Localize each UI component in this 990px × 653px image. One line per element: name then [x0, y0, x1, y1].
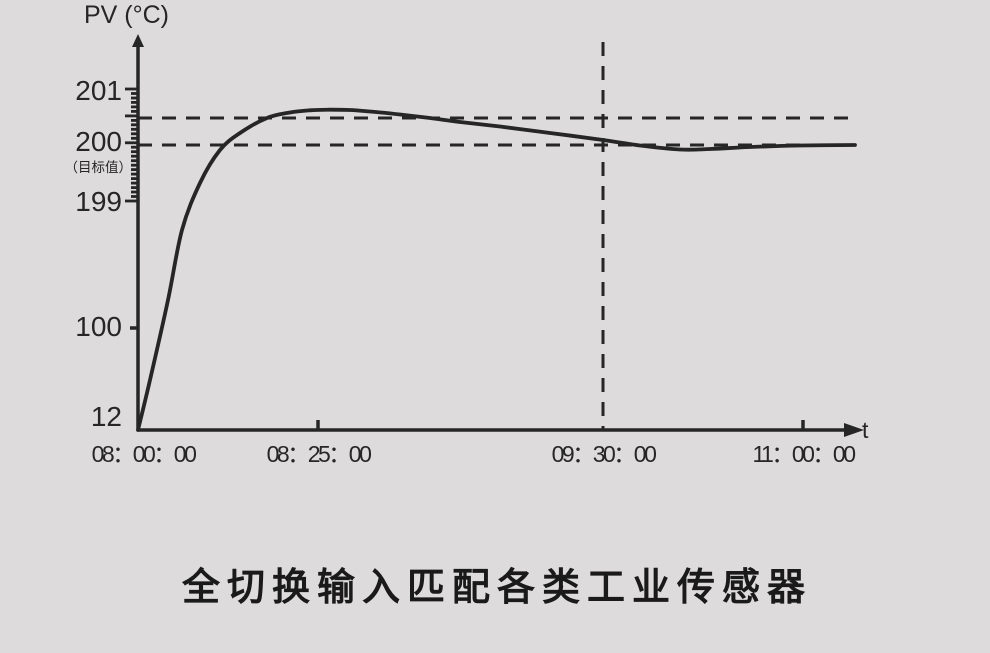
svg-text:08：25：00: 08：25：00	[267, 441, 371, 467]
svg-text:全切换输入匹配各类工业传感器: 全切换输入匹配各类工业传感器	[181, 566, 812, 609]
svg-text:09：30：00: 09：30：00	[552, 441, 656, 467]
svg-text:（目标值）: （目标值）	[65, 160, 133, 175]
svg-text:12: 12	[91, 401, 122, 432]
svg-text:08：00：00: 08：00：00	[92, 441, 196, 467]
svg-text:PV (°C): PV (°C)	[84, 1, 169, 29]
svg-text:200: 200	[75, 126, 122, 157]
svg-text:t: t	[862, 417, 869, 443]
svg-text:11：00：00: 11：00：00	[752, 441, 855, 467]
svg-text:199: 199	[75, 186, 122, 217]
svg-text:201: 201	[75, 75, 122, 106]
svg-text:100: 100	[75, 311, 122, 342]
